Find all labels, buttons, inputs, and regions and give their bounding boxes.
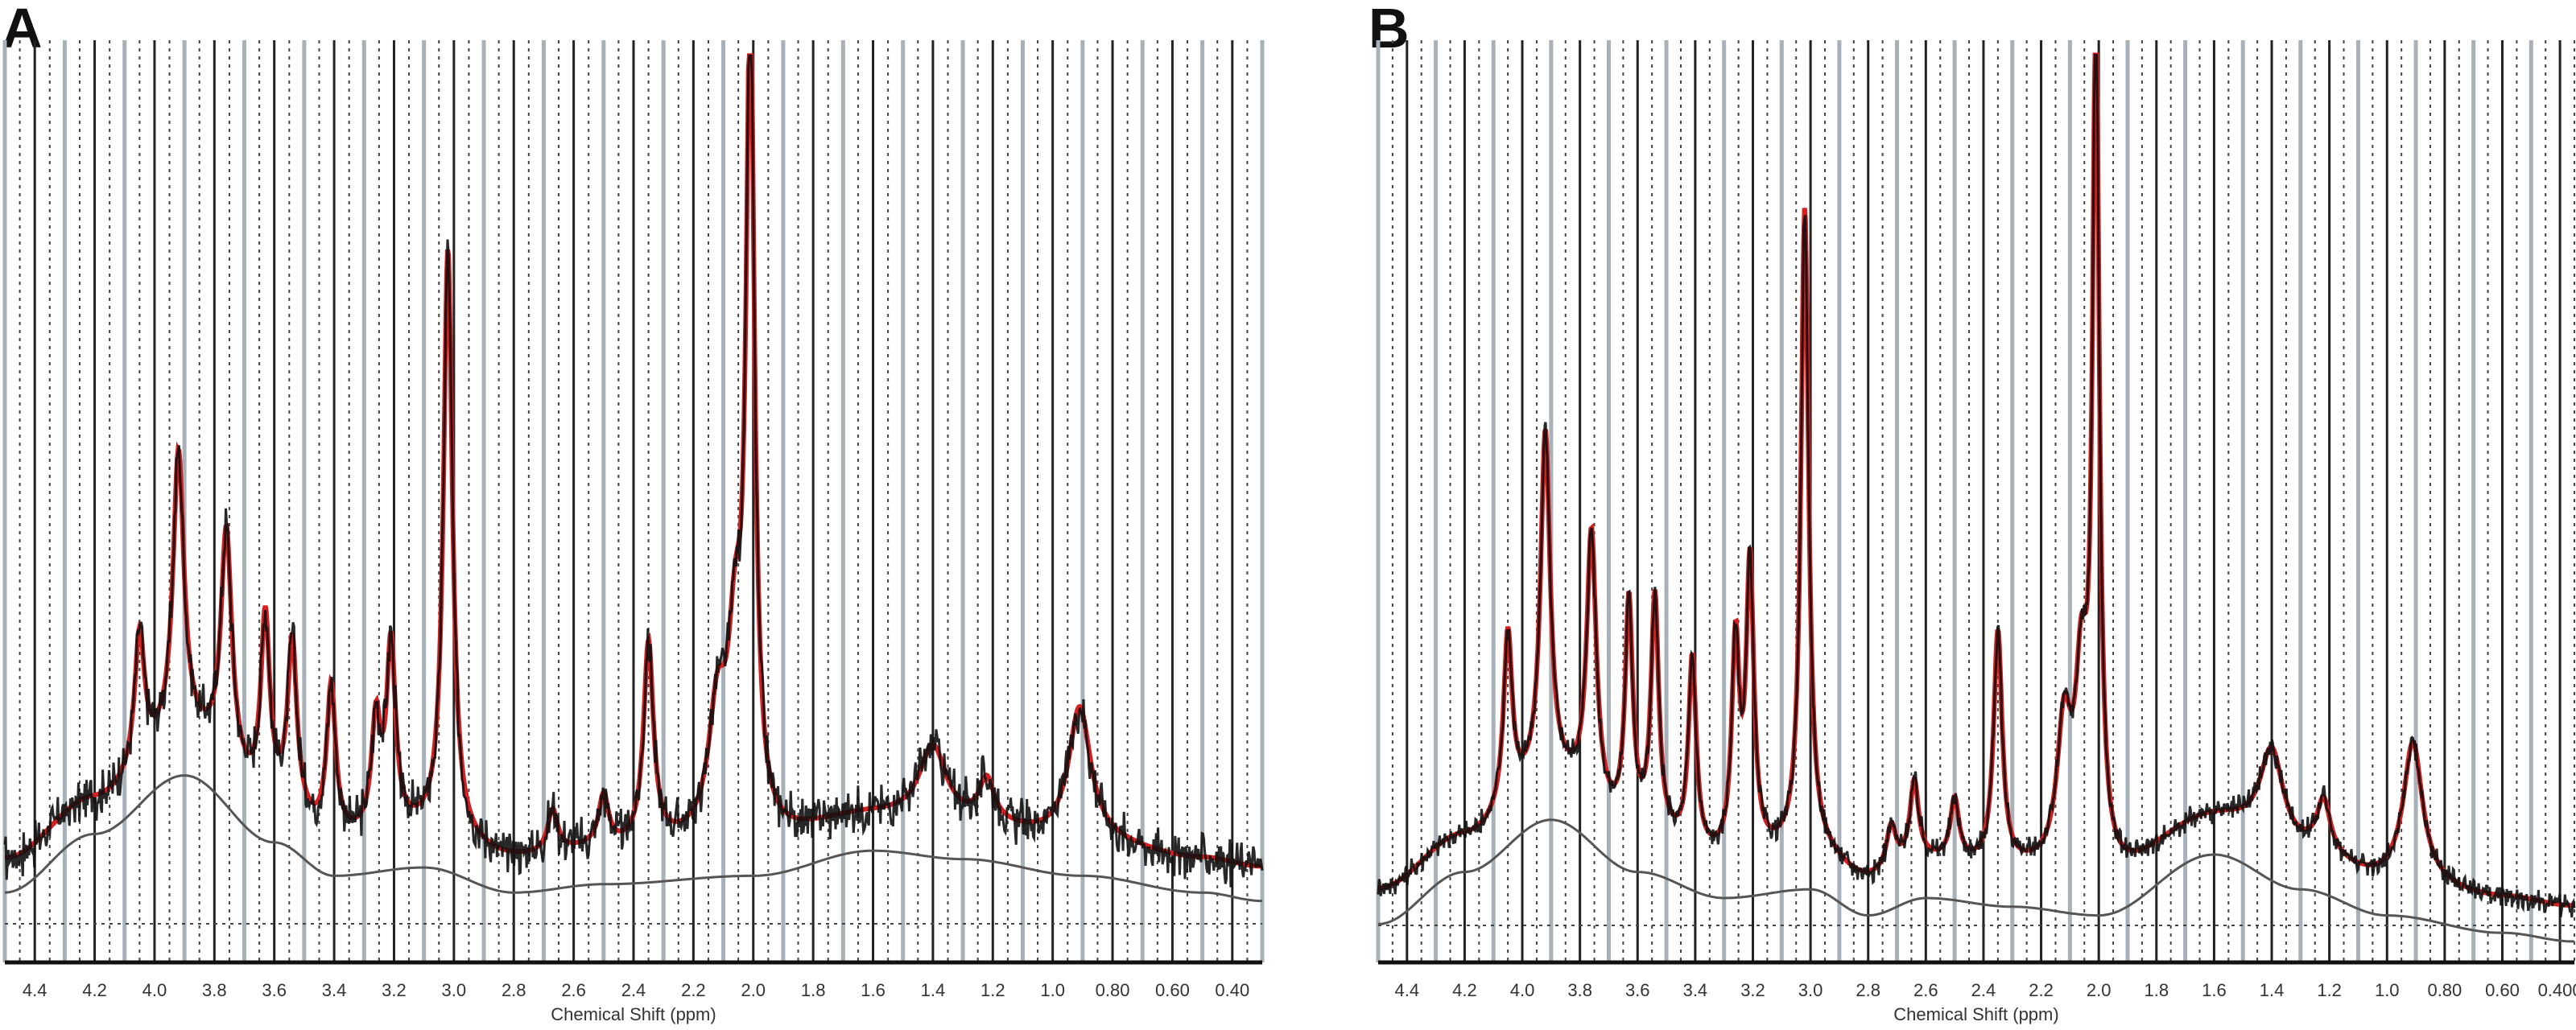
x-tick-label: 2.6 [561,980,586,1000]
panel-b-label: B [1368,0,1410,60]
x-tick-label: 1.8 [801,980,826,1000]
x-tick-label: 3.2 [1740,980,1765,1000]
x-tick-label: 2.8 [502,980,526,1000]
baseline-curve [4,774,1263,903]
x-tick-label: 2.4 [621,980,646,1000]
x-tick-label: 1.0 [2375,980,2400,1000]
x-tick-label: 1.6 [861,980,886,1000]
grid-lines [2,40,1265,962]
x-tick-label: 2.0 [741,980,766,1000]
x-tick-label: 2.2 [2029,980,2054,1000]
x-tick-label: 0.400 [2538,980,2576,1000]
x-tick-label: 3.8 [202,980,227,1000]
grid-lines [1376,40,2575,962]
x-tick-label: 0.60 [1155,980,1190,1000]
x-tick-label: 0.60 [2485,980,2520,1000]
spectrum-chart-b: 4.4 4.2 4.0 3.8 3.6 3.4 3.2 3.0 2.8 2.6 2.4 2.2 2.0 1… [1376,40,2576,1024]
x-tick-label: 3.4 [1683,980,1708,1000]
x-tick-label: 1.0 [1040,980,1065,1000]
x-tick-label: 3.2 [382,980,407,1000]
baseline-curve [1377,818,2575,943]
x-tick-label: 1.4 [2260,980,2285,1000]
x-tick-label: 1.4 [921,980,946,1000]
x-tick-label: 1.2 [2317,980,2342,1000]
x-tick-label: 4.4 [23,980,47,1000]
x-tick-label: 1.6 [2202,980,2227,1000]
data-series-line [3,54,1264,888]
x-axis-label: Chemical Shift (ppm) [551,1004,716,1024]
x-axis-label: Chemical Shift (ppm) [1893,1004,2058,1024]
x-tick-label: 2.6 [1913,980,1938,1000]
x-tick-label: 4.4 [1395,980,1420,1000]
x-tick-label: 3.0 [1798,980,1823,1000]
spectrum-chart-a: 4.4 4.2 4.0 3.8 3.6 3.4 3.2 3.0 2.8 2.6 2.4 2.2 2.0 1… [2,40,1265,1024]
x-tick-label: 4.2 [1452,980,1477,1000]
x-tick-label: 3.4 [322,980,347,1000]
x-tick-label: 1.8 [2144,980,2169,1000]
x-tick-label: 2.4 [1971,980,1996,1000]
x-tick-label: 3.6 [262,980,287,1000]
x-tick-label: 0.80 [1096,980,1130,1000]
x-tick-label: 4.0 [142,980,167,1000]
x-tick-label: 0.80 [2427,980,2462,1000]
data-series-line [1377,53,2576,918]
x-tick-label: 3.8 [1567,980,1592,1000]
x-tick-label: 2.8 [1856,980,1880,1000]
x-tick-label: 3.0 [442,980,467,1000]
x-tick-label: 2.0 [2087,980,2112,1000]
x-tick-label: 0.40 [1215,980,1249,1000]
x-tick-label: 1.2 [980,980,1005,1000]
x-tick-label: 4.0 [1510,980,1535,1000]
x-tick-label: 3.6 [1625,980,1650,1000]
fit-series-line [1378,52,2574,908]
x-tick-label: 2.2 [681,980,706,1000]
x-tick-label: 4.2 [82,980,107,1000]
